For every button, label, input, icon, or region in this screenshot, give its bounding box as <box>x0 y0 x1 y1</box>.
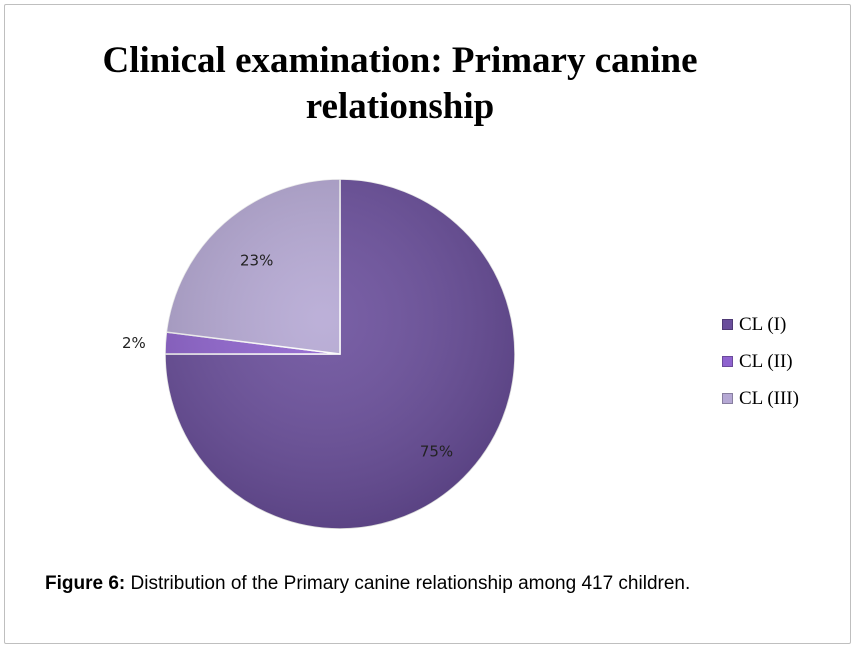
figure-frame <box>4 4 851 644</box>
figure-caption: Figure 6: Distribution of the Primary ca… <box>45 571 815 596</box>
legend-item-cl-iii: CL (III) <box>722 380 799 417</box>
data-label-cl-i: 75% <box>420 443 453 461</box>
legend-label-cl-i: CL (I) <box>739 313 787 335</box>
caption-text: Distribution of the Primary canine relat… <box>125 573 691 594</box>
legend-swatch-cl-ii <box>722 356 733 367</box>
legend-swatch-cl-iii <box>722 393 733 404</box>
legend: CL (I) CL (II) CL (III) <box>722 306 799 417</box>
chart-title: Clinical examination: Primary canine rel… <box>102 40 698 127</box>
legend-swatch-cl-i <box>722 319 733 330</box>
legend-label-cl-ii: CL (II) <box>739 350 793 372</box>
legend-item-cl-i: CL (I) <box>722 306 799 343</box>
legend-item-cl-ii: CL (II) <box>722 343 799 380</box>
caption-label: Figure 6: <box>45 573 126 594</box>
data-label-cl-ii: 2% <box>122 334 146 352</box>
data-label-cl-iii: 23% <box>240 251 273 269</box>
legend-label-cl-iii: CL (III) <box>739 387 799 409</box>
